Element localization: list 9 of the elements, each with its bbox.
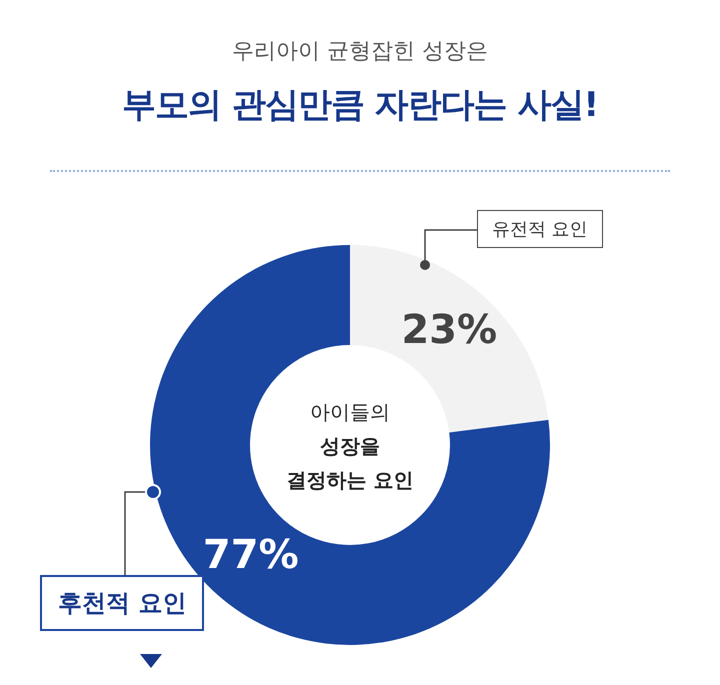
text: 결정하는 요인 [286,467,414,494]
text: 아이들의 [309,399,391,426]
data-label: 23% [401,306,498,353]
text: 성장을 [319,433,381,460]
data-label: 77% [202,532,299,578]
slice-label: 후천적 요인 [40,575,204,631]
slice-label: 유전적 요인 [477,210,603,248]
chart-title: 부모의 관심만큼 자란다는 사실! [120,84,600,127]
chart-subtitle: 우리아이 균형잡힌 성장은 [231,38,489,66]
